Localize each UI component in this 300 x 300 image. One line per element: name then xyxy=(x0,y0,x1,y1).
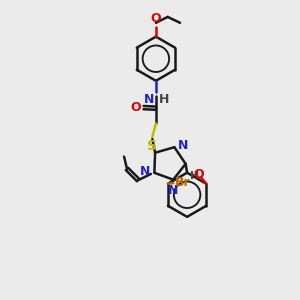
Text: N: N xyxy=(178,139,189,152)
Text: N: N xyxy=(167,184,178,197)
Text: S: S xyxy=(147,139,157,152)
Text: O: O xyxy=(151,12,161,26)
Text: O: O xyxy=(130,101,141,114)
Text: N: N xyxy=(140,165,151,178)
Text: H: H xyxy=(159,93,169,106)
Text: N: N xyxy=(144,93,154,106)
Text: H: H xyxy=(190,171,200,181)
Text: O: O xyxy=(193,168,204,181)
Text: Br: Br xyxy=(174,176,190,189)
